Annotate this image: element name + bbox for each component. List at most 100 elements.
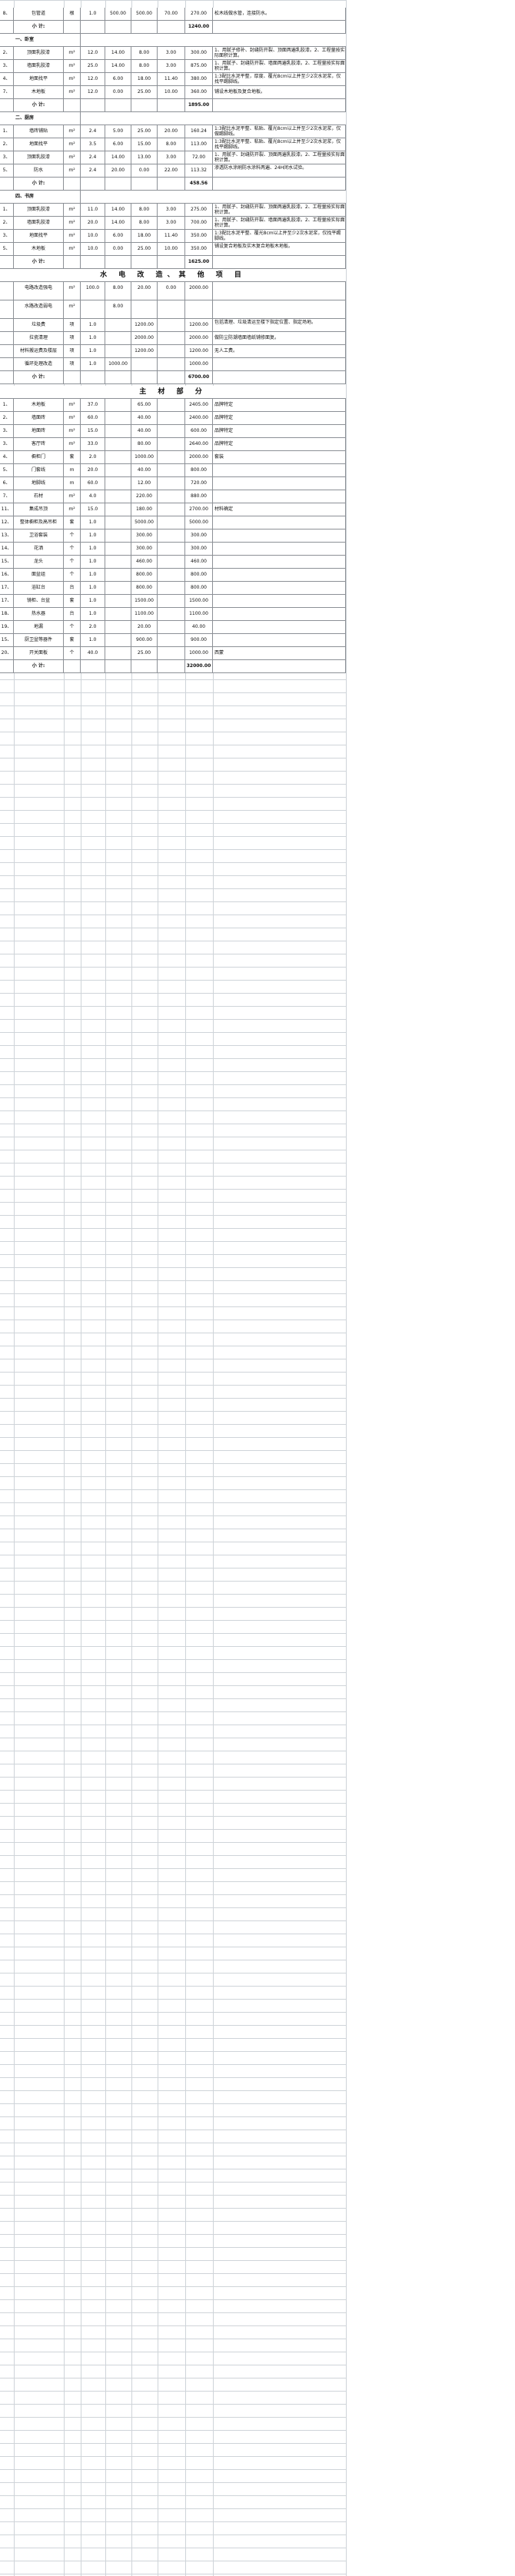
cell-p3[interactable]: [158, 345, 185, 357]
cell-no[interactable]: [0, 332, 14, 344]
cell-total[interactable]: 350.00: [185, 243, 213, 255]
cell-p1[interactable]: [105, 425, 131, 437]
empty-cell[interactable]: [64, 256, 81, 268]
cell-p3[interactable]: 3.00: [158, 217, 185, 229]
cell-no[interactable]: 3、: [0, 60, 14, 72]
cell-p3[interactable]: [158, 358, 185, 370]
cell-name[interactable]: 材料搬运费及楼层: [14, 345, 64, 357]
cell-total[interactable]: 720.00: [185, 477, 213, 490]
cell-note[interactable]: 1:3配比水泥平整，厚度、覆光8cm以上并至少2次水泥浆，仅找平踢脚线。: [213, 73, 346, 85]
cell-total[interactable]: [185, 300, 213, 318]
empty-cell[interactable]: [105, 371, 131, 383]
cell-p2[interactable]: 1500.00: [131, 595, 158, 607]
cell-qty[interactable]: 2.0: [81, 451, 105, 463]
cell-unit[interactable]: m²: [64, 490, 81, 503]
cell-no[interactable]: 20、: [0, 647, 14, 659]
cell-p2[interactable]: 300.00: [131, 543, 158, 555]
cell-note[interactable]: [213, 634, 346, 646]
cell-note[interactable]: 1:3配比水泥平整、覆光8cm以上并至少2次水泥浆，仅找平踢脚线。: [213, 230, 346, 242]
cell-note[interactable]: [213, 282, 346, 300]
cell-p3[interactable]: 8.00: [158, 138, 185, 151]
empty-cell[interactable]: [213, 99, 346, 111]
cell-total[interactable]: 300.00: [185, 529, 213, 542]
cell-p2[interactable]: 25.00: [131, 647, 158, 659]
cell-total[interactable]: 1200.00: [185, 319, 213, 331]
cell-p3[interactable]: [158, 569, 185, 581]
cell-name[interactable]: 木地板: [14, 399, 64, 411]
empty-cell[interactable]: [105, 99, 131, 111]
cell-total[interactable]: 160.24: [185, 125, 213, 138]
cell-name[interactable]: 地面砖: [14, 425, 64, 437]
cell-name[interactable]: 镜柜、台盆: [14, 595, 64, 607]
cell-p2[interactable]: 65.00: [131, 399, 158, 411]
empty-cell[interactable]: [64, 178, 81, 190]
cell-qty[interactable]: 25.0: [81, 60, 105, 72]
cell-p3[interactable]: [158, 425, 185, 437]
empty-cell[interactable]: [64, 660, 81, 672]
cell-qty[interactable]: 1.0: [81, 634, 105, 646]
cell-unit[interactable]: m²: [64, 217, 81, 229]
cell-total[interactable]: 360.00: [185, 86, 213, 98]
cell-unit[interactable]: 台: [64, 608, 81, 620]
cell-total[interactable]: 380.00: [185, 73, 213, 85]
cell-p1[interactable]: 14.00: [105, 204, 131, 216]
cell-unit[interactable]: m²: [64, 60, 81, 72]
cell-note[interactable]: [213, 358, 346, 370]
cell-note[interactable]: 渗透防水涂刷防水涂料两遍、24H闭水试验。: [213, 164, 346, 177]
cell-no[interactable]: 2、: [0, 138, 14, 151]
cell-p1[interactable]: 8.00: [105, 300, 131, 318]
cell-p3[interactable]: 3.00: [158, 204, 185, 216]
cell-note[interactable]: 品牌特定: [213, 399, 346, 411]
cell-total[interactable]: 2000.00: [185, 451, 213, 463]
cell-p2[interactable]: [131, 358, 158, 370]
cell-no[interactable]: 2、: [0, 47, 14, 59]
cell-no[interactable]: [0, 358, 14, 370]
cell-qty[interactable]: 20.0: [81, 464, 105, 476]
cell-qty[interactable]: 1.0: [81, 556, 105, 568]
empty-cell[interactable]: [158, 660, 185, 672]
cell-p2[interactable]: 15.00: [131, 138, 158, 151]
cell-no[interactable]: 1、: [0, 125, 14, 138]
cell-p2[interactable]: 460.00: [131, 556, 158, 568]
cell-p2[interactable]: 40.00: [131, 412, 158, 424]
cell-note[interactable]: 无人工费。: [213, 345, 346, 357]
cell-unit[interactable]: 个: [64, 621, 81, 633]
cell-no[interactable]: 16、: [0, 569, 14, 581]
cell-p2[interactable]: 8.00: [131, 204, 158, 216]
cell-note[interactable]: [213, 595, 346, 607]
cell-note[interactable]: 做防尘防潮墙面墙纸铺修面复。: [213, 332, 346, 344]
cell-name[interactable]: 地面找平: [14, 73, 64, 85]
cell-p1[interactable]: [105, 332, 131, 344]
cell-total[interactable]: 2405.00: [185, 399, 213, 411]
cell-p2[interactable]: 80.00: [131, 438, 158, 450]
cell-p2[interactable]: 2000.00: [131, 332, 158, 344]
cell-p2[interactable]: 20.00: [131, 621, 158, 633]
cell-unit[interactable]: 根: [64, 8, 81, 20]
cell-name[interactable]: 橱柜门: [14, 451, 64, 463]
cell-note[interactable]: [213, 300, 346, 318]
empty-cell[interactable]: [131, 660, 158, 672]
cell-no[interactable]: 1、: [0, 399, 14, 411]
cell-no[interactable]: 15、: [0, 556, 14, 568]
cell-p1[interactable]: [105, 477, 131, 490]
cell-no[interactable]: [0, 345, 14, 357]
empty-cell[interactable]: [105, 178, 131, 190]
cell-total[interactable]: 113.00: [185, 138, 213, 151]
cell-qty[interactable]: 1.0: [81, 608, 105, 620]
cell-p3[interactable]: [158, 543, 185, 555]
cell-qty[interactable]: 60.0: [81, 412, 105, 424]
cell-unit[interactable]: m²: [64, 86, 81, 98]
cell-no[interactable]: 3、: [0, 425, 14, 437]
cell-total[interactable]: 875.00: [185, 60, 213, 72]
cell-p2[interactable]: 8.00: [131, 60, 158, 72]
cell-unit[interactable]: 个: [64, 529, 81, 542]
empty-cell[interactable]: [0, 21, 14, 33]
cell-p1[interactable]: [105, 556, 131, 568]
cell-no[interactable]: 18、: [0, 608, 14, 620]
cell-qty[interactable]: 1.0: [81, 8, 105, 20]
empty-cell[interactable]: [81, 178, 105, 190]
cell-no[interactable]: 13、: [0, 529, 14, 542]
cell-name[interactable]: 木地板: [14, 243, 64, 255]
cell-p2[interactable]: 5000.00: [131, 516, 158, 529]
empty-cell[interactable]: [213, 256, 346, 268]
